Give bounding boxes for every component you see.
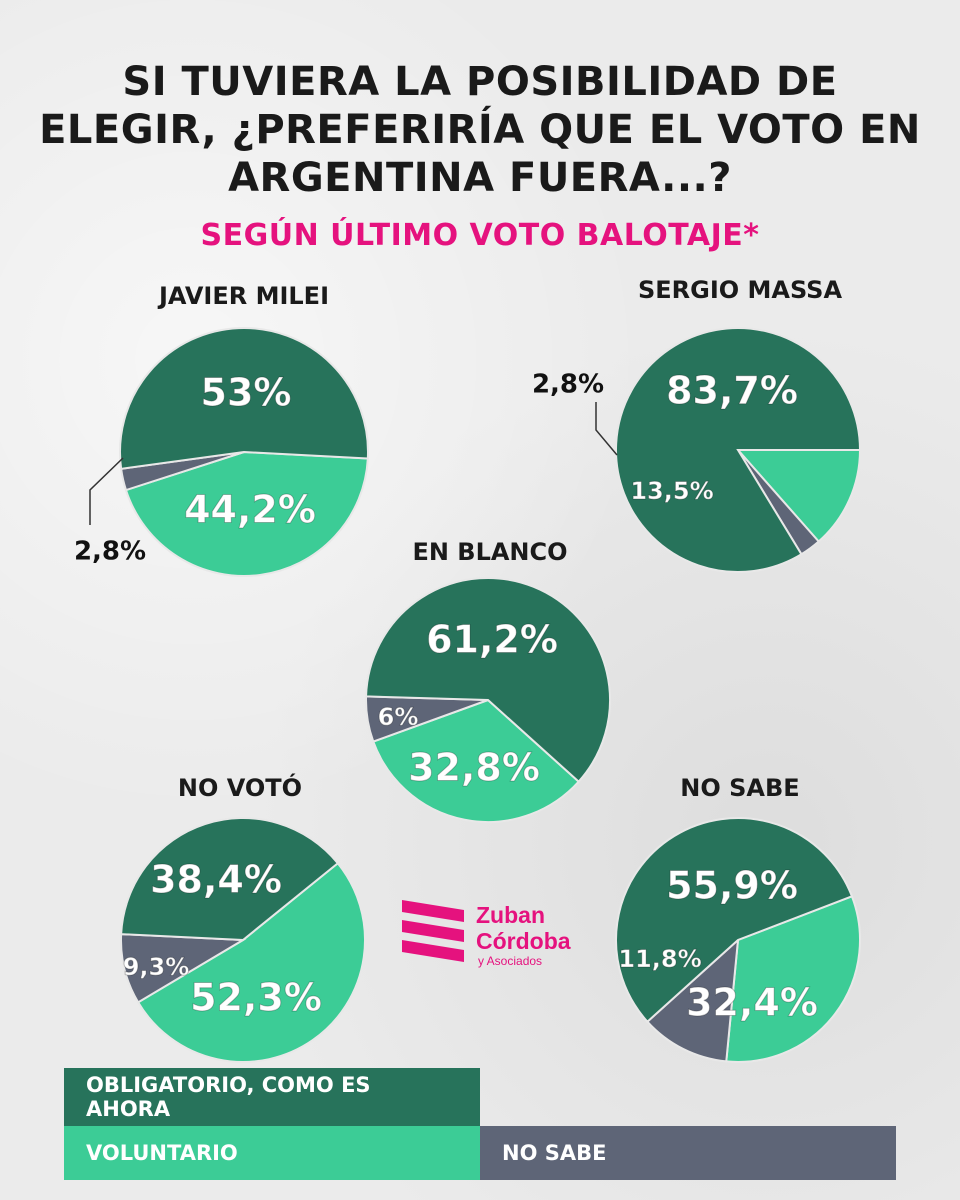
pie-no-voto-label-no-sabe: 9,3% xyxy=(123,953,190,981)
pie-milei-label-no-sabe: 2,8% xyxy=(74,537,146,567)
pie-no-sabe-slice-voluntario xyxy=(725,894,861,1063)
pie-no-voto-label-obligatorio: 38,4% xyxy=(150,858,282,902)
pie-no-sabe-slice-obligatorio xyxy=(615,817,854,1024)
pie-en-blanco-slice-obligatorio xyxy=(365,577,611,784)
pie-title-no-sabe: NO SABE xyxy=(680,774,800,802)
pie-no-voto-slice-obligatorio xyxy=(120,817,340,942)
legend-label-no-sabe: NO SABE xyxy=(502,1141,607,1165)
pie-milei-label-obligatorio: 53% xyxy=(201,371,292,415)
pie-en-blanco-slice-voluntario xyxy=(372,698,581,823)
pie-massa-slice-voluntario xyxy=(735,449,862,543)
pie-massa-slice-obligatorio xyxy=(615,327,862,573)
legend-obligatorio: OBLIGATORIO, COMO ES AHORA xyxy=(64,1068,480,1126)
pie-no-sabe-label-voluntario: 32,4% xyxy=(686,981,818,1025)
pie-no-sabe-slice-no-sabe xyxy=(645,937,740,1063)
legend-voluntario: VOLUNTARIO xyxy=(64,1126,480,1180)
title-line-2: ELEGIR, ¿PREFERIRÍA QUE EL VOTO EN xyxy=(39,107,921,153)
logo-mark-icon xyxy=(402,900,464,962)
chart-title: SI TUVIERA LA POSIBILIDAD DE ELEGIR, ¿PR… xyxy=(0,58,960,202)
pie-no-voto-label-voluntario: 52,3% xyxy=(190,976,322,1020)
legend-label-obligatorio: OBLIGATORIO, COMO ES AHORA xyxy=(86,1073,371,1121)
pie-milei-label-voluntario: 44,2% xyxy=(184,488,316,532)
pie-massa-label-voluntario: 13,5% xyxy=(630,477,713,505)
pie-no-sabe-label-obligatorio: 55,9% xyxy=(666,864,798,908)
logo-subtitle: y Asociados xyxy=(478,954,543,968)
pie-title-milei: JAVIER MILEI xyxy=(158,282,330,310)
legend-no-sabe: NO SABE xyxy=(480,1126,896,1180)
logo-name: Zuban Córdoba xyxy=(476,902,571,954)
pie-massa-label-obligatorio: 83,7% xyxy=(666,369,798,413)
pie-milei-leader-line xyxy=(89,457,124,525)
pie-en-blanco-label-obligatorio: 61,2% xyxy=(426,618,558,662)
pie-massa-leader-line xyxy=(595,402,618,456)
pie-no-sabe-label-no-sabe: 11,8% xyxy=(618,945,701,973)
pie-no-voto-slice-voluntario xyxy=(136,861,367,1063)
pie-milei-slice-obligatorio xyxy=(119,326,369,470)
title-line-3: ARGENTINA FUERA...? xyxy=(228,155,732,201)
pie-milei-slice-voluntario xyxy=(124,450,369,577)
title-line-1: SI TUVIERA LA POSIBILIDAD DE xyxy=(122,59,838,105)
zuban-cordoba-logo: Zuban Córdoba y Asociados xyxy=(398,898,588,978)
pie-en-blanco-label-no-sabe: 6% xyxy=(378,703,419,731)
pie-title-en-blanco: EN BLANCO xyxy=(412,538,568,566)
pie-title-massa: SERGIO MASSA xyxy=(637,276,843,304)
legend-label-voluntario: VOLUNTARIO xyxy=(86,1141,238,1165)
pie-en-blanco-label-voluntario: 32,8% xyxy=(408,746,540,790)
chart-subtitle: SEGÚN ÚLTIMO VOTO BALOTAJE* xyxy=(200,218,760,253)
pie-title-no-voto: NO VOTÓ xyxy=(177,774,303,802)
pie-massa-label-no-sabe: 2,8% xyxy=(532,370,604,400)
